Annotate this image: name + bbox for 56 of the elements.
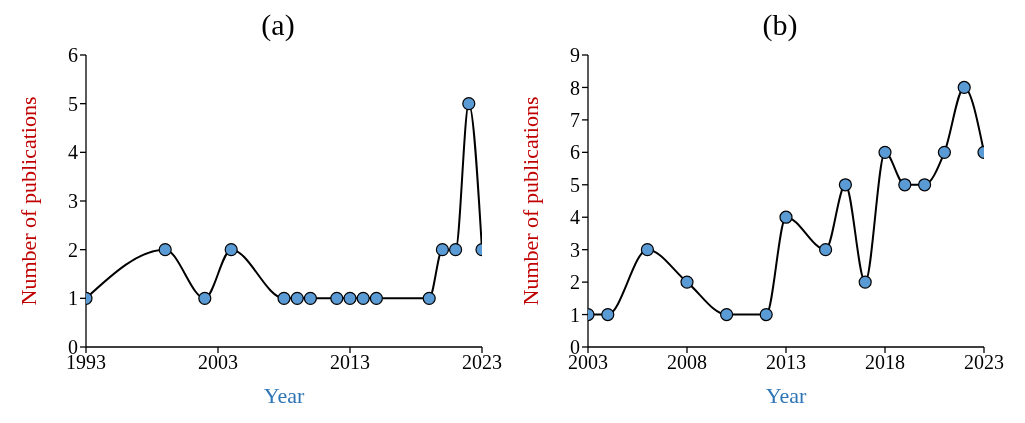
point <box>449 243 463 257</box>
point <box>937 145 951 159</box>
point <box>759 307 773 322</box>
point <box>356 291 370 305</box>
point <box>898 178 912 192</box>
point <box>462 97 476 111</box>
x-tick-label: 2023 <box>964 351 1004 374</box>
x-tick-label: 2013 <box>766 351 806 374</box>
y-tick-label: 3 <box>570 238 580 261</box>
y-tick-label: 6 <box>570 141 580 164</box>
point <box>422 291 436 305</box>
y-tick-label: 4 <box>570 206 580 229</box>
y-tick-label: 6 <box>68 44 78 67</box>
y-tick-label: 7 <box>570 108 580 131</box>
point <box>303 291 317 305</box>
point <box>819 243 833 257</box>
point <box>918 178 932 192</box>
point <box>779 210 793 224</box>
point <box>435 243 449 257</box>
point <box>290 291 304 305</box>
x-tick-label: 2013 <box>330 351 370 374</box>
x-axis-title: Year <box>765 383 807 408</box>
point <box>957 80 971 95</box>
y-axis-title: Number of publications <box>15 96 41 306</box>
y-tick-label: 2 <box>68 238 78 261</box>
point <box>369 291 383 305</box>
y-tick-label: 8 <box>570 76 580 99</box>
y-tick-label: 9 <box>570 44 580 67</box>
chart-title: (a) <box>260 8 296 42</box>
point <box>224 243 238 257</box>
x-tick-label: 2018 <box>865 351 905 374</box>
y-tick-label: 5 <box>570 173 580 196</box>
x-axis-title: Year <box>263 383 305 408</box>
point <box>858 275 872 289</box>
x-tick-label: 2008 <box>667 351 707 374</box>
point <box>640 243 654 257</box>
y-tick-label: 1 <box>68 287 78 310</box>
point <box>158 243 172 257</box>
point <box>878 145 892 159</box>
point <box>330 291 344 305</box>
point <box>680 275 694 289</box>
x-tick-label: 2003 <box>198 351 238 374</box>
chart-title: (b) <box>761 8 799 42</box>
y-tick-label: 3 <box>68 190 78 213</box>
y-tick-label: 1 <box>570 303 580 326</box>
x-tick-label: 2023 <box>462 351 502 374</box>
point <box>198 291 212 305</box>
point <box>601 307 615 322</box>
y-axis-title: Number of publications <box>517 96 543 306</box>
point <box>277 291 291 305</box>
y-tick-label: 5 <box>68 92 78 115</box>
y-tick-label: 4 <box>68 141 78 164</box>
point <box>343 291 357 305</box>
point <box>720 307 734 322</box>
y-tick-label: 2 <box>570 271 580 294</box>
point <box>838 178 852 192</box>
